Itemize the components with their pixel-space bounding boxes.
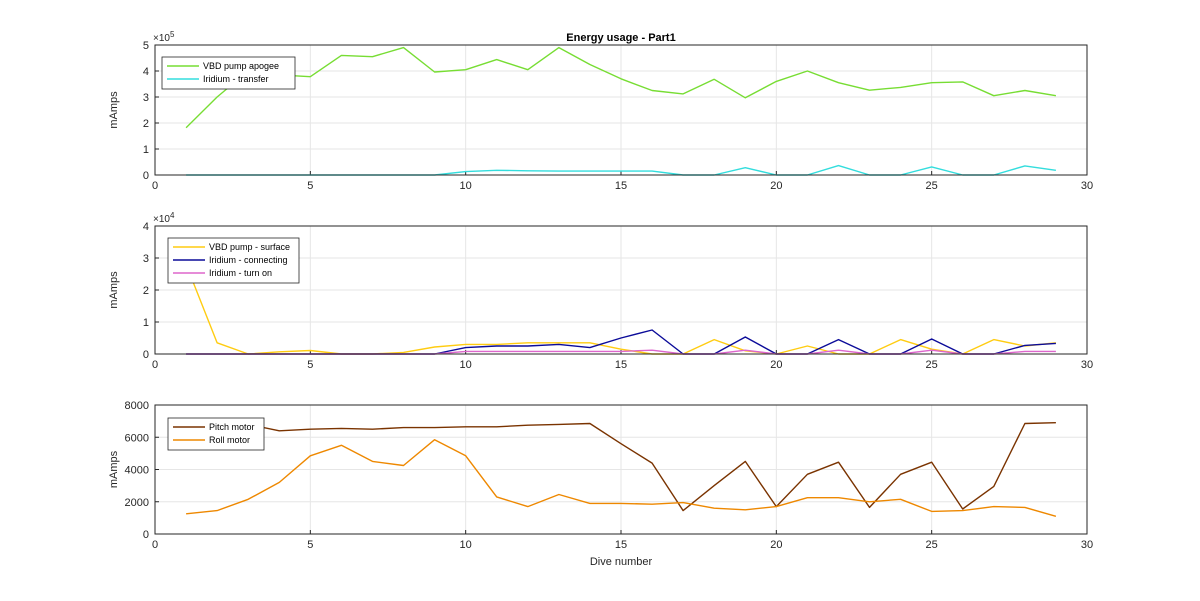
y-tick-label: 0 [143,170,149,182]
legend: Pitch motor Roll motor [167,417,265,451]
x-tick-label: 0 [152,359,158,371]
legend-label: Iridium - connecting [209,255,288,265]
legend: VBD pump apogee Iridium - transfer [161,56,296,90]
plot-frame [154,404,1088,535]
y-exponent-label: ×105 [153,30,175,44]
y-axis-label: mAmps [108,450,120,488]
x-tick-label: 30 [1081,180,1093,192]
legend-label: VBD pump - surface [209,242,290,252]
legend-label: VBD pump apogee [203,61,279,71]
x-tick-label: 15 [615,539,627,551]
x-axis-label: Dive number [590,556,653,568]
legend-label: Pitch motor [209,422,255,432]
y-tick-label: 5 [143,40,149,52]
y-tick-label: 6000 [125,432,149,444]
series-line-roll-motor [186,439,1057,517]
legend-label: Iridium - turn on [209,268,272,278]
x-tick-label: 20 [770,180,782,192]
middle-panel-energy-surface-iridium: 0 5 10 15 20 25 30 0 1 2 3 4 ×104 mAmps VBD pump - sur… [108,211,1093,371]
x-tick-label: 5 [307,539,313,551]
y-tick-label: 4000 [125,465,149,477]
plot-frame [154,44,1088,176]
y-tick-label: 0 [143,529,149,541]
figure-title: Energy usage - Part1 [566,32,675,44]
x-tick-label: 5 [307,359,313,371]
x-tick-label: 10 [460,539,472,551]
x-tick-label: 30 [1081,359,1093,371]
y-tick-label: 2 [143,285,149,297]
legend-box [161,56,296,90]
bottom-panel-energy-motors: 0 5 10 15 20 25 30 0 2000 4000 6000 8000 mAmps Pitch … [108,400,1093,551]
legend: VBD pump - surface Iridium - connecting Ir… [167,237,300,284]
x-tick-label: 0 [152,539,158,551]
x-tick-label: 10 [460,180,472,192]
y-exponent-label: ×104 [153,211,175,225]
y-tick-label: 4 [143,66,149,78]
plot-frame [154,225,1088,355]
y-axis-label: mAmps [108,271,120,309]
y-tick-label: 4 [143,221,149,233]
top-panel-energy-apogee-transfer: 0 5 10 15 20 25 30 0 1 2 3 4 5 ×105 mAmps VBD pump apog… [108,30,1093,192]
legend-label: Roll motor [209,435,250,445]
y-tick-label: 3 [143,253,149,265]
y-tick-label: 3 [143,92,149,104]
x-tick-label: 25 [926,359,938,371]
series-line-vbd-apogee [185,46,1057,129]
y-axis-label: mAmps [108,91,120,129]
y-tick-label: 2 [143,118,149,130]
x-tick-label: 30 [1081,539,1093,551]
x-tick-label: 25 [926,539,938,551]
x-tick-label: 20 [770,359,782,371]
y-tick-label: 1 [143,144,149,156]
x-tick-label: 5 [307,180,313,192]
x-tick-label: 20 [770,539,782,551]
y-tick-label: 8000 [125,400,149,412]
x-tick-label: 25 [926,180,938,192]
series-line-pitch-motor [186,422,1056,512]
legend-label: Iridium - transfer [203,74,269,84]
legend-box [167,417,265,451]
x-tick-label: 0 [152,180,158,192]
y-tick-label: 2000 [125,497,149,509]
series-line-vbd-surface [185,264,1056,355]
x-tick-label: 15 [615,180,627,192]
y-tick-label: 1 [143,317,149,329]
y-tick-label: 0 [143,349,149,361]
x-tick-label: 10 [460,359,472,371]
x-tick-label: 15 [615,359,627,371]
